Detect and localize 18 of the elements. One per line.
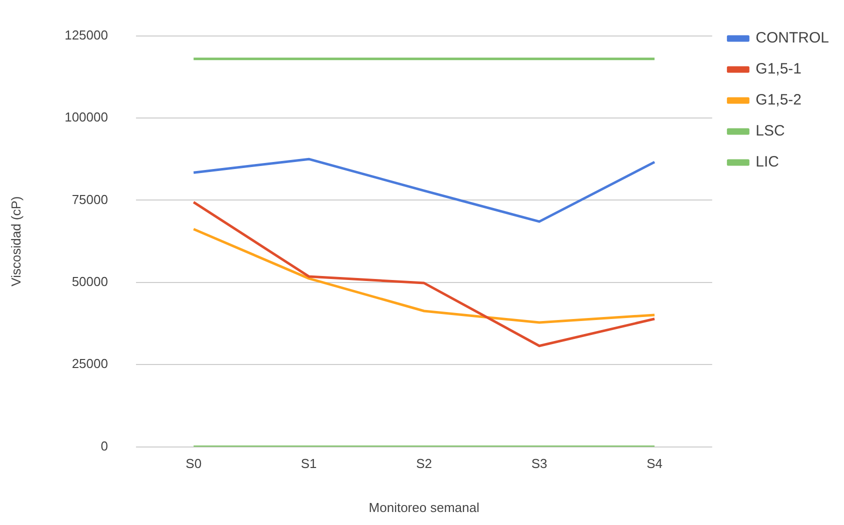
y-axis-title: Viscosidad (cP): [8, 196, 24, 286]
y-tick-label: 25000: [72, 356, 108, 372]
legend-label: CONTROL: [756, 30, 830, 47]
x-tick-label: S0: [186, 456, 202, 472]
y-tick-label: 0: [100, 438, 108, 454]
x-tick-label: S1: [300, 456, 317, 472]
legend-label: G1,5-1: [756, 60, 802, 78]
x-tick-label: S3: [531, 456, 548, 472]
y-tick-label: 75000: [72, 192, 108, 207]
legend-label: LSC: [756, 122, 786, 140]
x-axis-title: Monitoreo semanal: [368, 500, 480, 515]
y-tick-label: 50000: [72, 274, 108, 289]
legend-label: G1,5-2: [756, 92, 802, 109]
x-tick-label: S2: [416, 456, 432, 472]
y-tick-label: 100000: [64, 110, 108, 125]
legend-label: LIC: [756, 154, 780, 171]
x-tick-label: S4: [646, 456, 662, 472]
y-tick-label: 125000: [64, 27, 108, 42]
